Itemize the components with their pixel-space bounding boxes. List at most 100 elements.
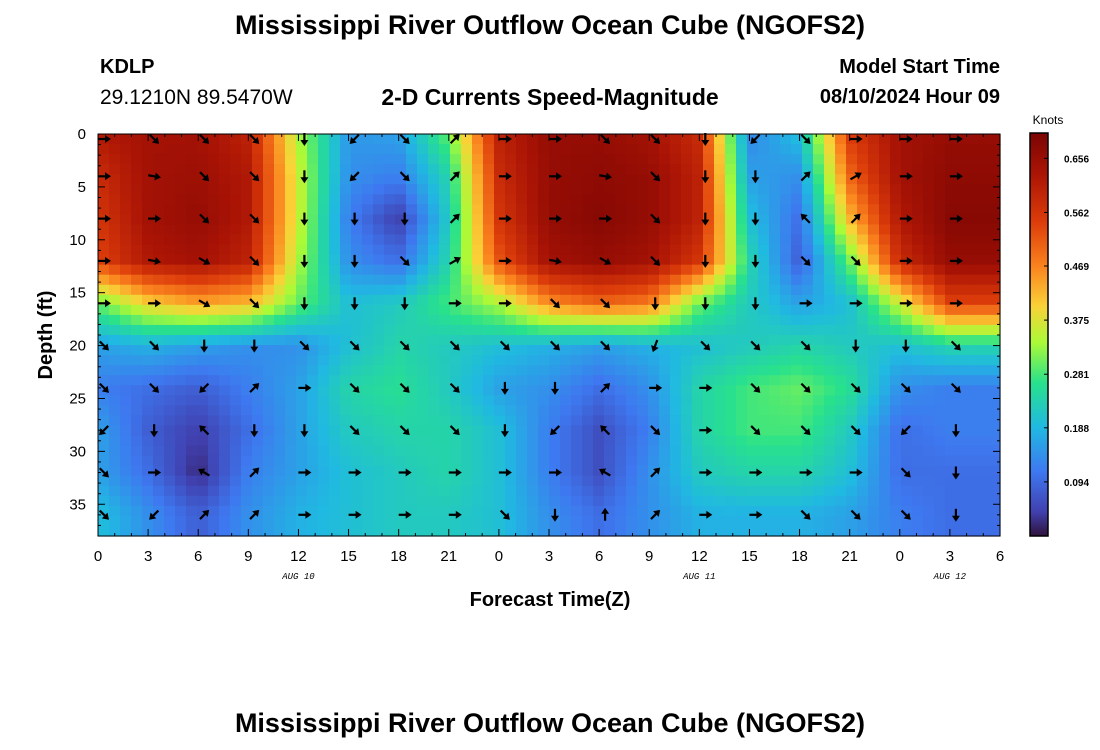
- heatmap-cell: [769, 174, 781, 185]
- current-arrow: [800, 340, 811, 351]
- current-arrow: [250, 424, 259, 438]
- heatmap-cell: [549, 435, 561, 447]
- current-arrow: [900, 382, 911, 393]
- heatmap-cell: [967, 234, 979, 246]
- current-arrow: [350, 212, 359, 226]
- heatmap-cell: [714, 264, 726, 276]
- heatmap-cell: [241, 204, 253, 215]
- heatmap-cell: [912, 234, 924, 246]
- heatmap-cell: [252, 194, 264, 205]
- heatmap-cell: [263, 184, 275, 195]
- heatmap-cell: [835, 375, 847, 386]
- heatmap-cell: [725, 224, 737, 236]
- heatmap-cell: [417, 425, 429, 437]
- heatmap-cell: [362, 435, 374, 447]
- current-arrow: [650, 171, 661, 182]
- heatmap-cell: [131, 274, 143, 286]
- heatmap-cell: [318, 515, 330, 527]
- heatmap-cell: [483, 525, 495, 537]
- heatmap-cell: [472, 214, 484, 226]
- heatmap-cell: [582, 505, 594, 517]
- current-arrow: [300, 170, 309, 184]
- heatmap-cell: [406, 385, 418, 396]
- heatmap-cell: [340, 294, 352, 306]
- heatmap-cell: [384, 234, 396, 246]
- heatmap-cell: [769, 164, 781, 175]
- heatmap-cell: [516, 254, 528, 266]
- heatmap-cell: [945, 304, 957, 316]
- heatmap-cell: [813, 164, 825, 175]
- heatmap-cell: [153, 254, 165, 266]
- heatmap-cell: [505, 154, 517, 165]
- heatmap-cell: [945, 435, 957, 447]
- heatmap-cell: [483, 505, 495, 517]
- heatmap-cell: [637, 314, 649, 326]
- heatmap-cell: [186, 475, 198, 487]
- heatmap-cell: [868, 224, 880, 236]
- heatmap-cell: [857, 415, 869, 427]
- heatmap-cell: [208, 505, 220, 517]
- colorbar-label: Knots: [1033, 113, 1064, 127]
- heatmap-cell: [109, 505, 121, 517]
- heatmap-cell: [681, 475, 693, 487]
- heatmap-cell: [692, 274, 704, 286]
- heatmap-cell: [340, 264, 352, 276]
- heatmap-cell: [296, 284, 308, 296]
- heatmap-cell: [406, 324, 418, 336]
- heatmap-cell: [208, 294, 220, 306]
- heatmap-cell: [197, 284, 209, 296]
- heatmap-cell: [516, 495, 528, 507]
- heatmap-cell: [923, 475, 935, 487]
- heatmap-cell: [956, 224, 968, 236]
- heatmap-cell: [560, 144, 572, 155]
- heatmap-cell: [901, 244, 913, 256]
- heatmap-cell: [901, 184, 913, 195]
- heatmap-cell: [868, 284, 880, 296]
- heatmap-cell: [263, 405, 275, 416]
- heatmap-cell: [340, 405, 352, 416]
- heatmap-cell: [670, 505, 682, 517]
- heatmap-cell: [791, 194, 803, 205]
- heatmap-cell: [571, 505, 583, 517]
- heatmap-cell: [329, 495, 341, 507]
- heatmap-cell: [208, 525, 220, 537]
- heatmap-cell: [406, 154, 418, 165]
- heatmap-cell: [802, 365, 814, 376]
- heatmap-cell: [109, 204, 121, 215]
- heatmap-cell: [329, 174, 341, 185]
- heatmap-cell: [131, 385, 143, 396]
- heatmap-cell: [153, 455, 165, 467]
- heatmap-cell: [450, 395, 462, 406]
- heatmap-cell: [791, 234, 803, 246]
- heatmap-cell: [604, 525, 616, 537]
- heatmap-cell: [758, 194, 770, 205]
- heatmap-cell: [725, 244, 737, 256]
- heatmap-cell: [692, 385, 704, 396]
- heatmap-cell: [461, 525, 473, 537]
- heatmap-cell: [736, 254, 748, 266]
- heatmap-cell: [868, 455, 880, 467]
- heatmap-cell: [461, 314, 473, 326]
- heatmap-cell: [857, 525, 869, 537]
- heatmap-cell: [714, 385, 726, 396]
- heatmap-cell: [648, 405, 660, 416]
- heatmap-cell: [395, 515, 407, 527]
- heatmap-cell: [604, 154, 616, 165]
- heatmap-cell: [109, 445, 121, 457]
- heatmap-cell: [769, 445, 781, 457]
- heatmap-cell: [109, 365, 121, 376]
- heatmap-cell: [384, 244, 396, 256]
- heatmap-cell: [967, 355, 979, 366]
- heatmap-cell: [318, 355, 330, 366]
- heatmap-cell: [670, 345, 682, 356]
- heatmap-cell: [868, 385, 880, 396]
- heatmap-cell: [549, 144, 561, 155]
- heatmap-cell: [175, 274, 187, 286]
- heatmap-cell: [857, 264, 869, 276]
- heatmap-cell: [615, 144, 627, 155]
- heatmap-cell: [560, 485, 572, 497]
- heatmap-cell: [934, 314, 946, 326]
- heatmap-cell: [615, 525, 627, 537]
- heatmap-cell: [571, 194, 583, 205]
- heatmap-cell: [736, 144, 748, 155]
